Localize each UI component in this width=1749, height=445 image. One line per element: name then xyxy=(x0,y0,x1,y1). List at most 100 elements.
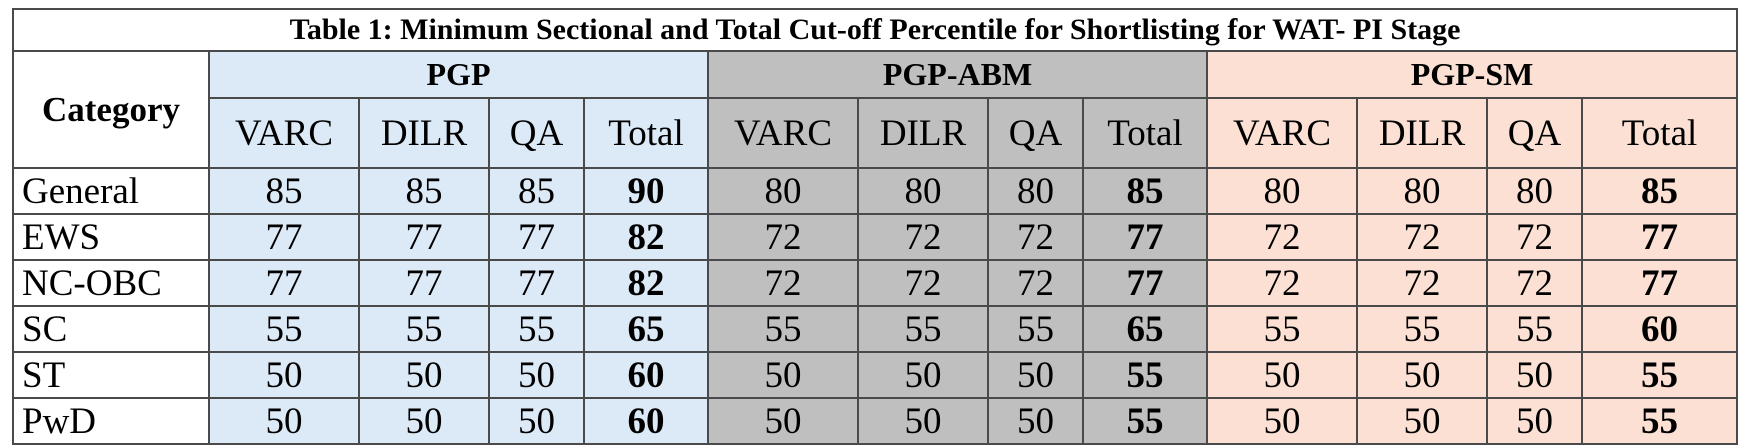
value-cell: 77 xyxy=(488,259,585,307)
value-cell: 50 xyxy=(1356,397,1488,445)
total-cell: 77 xyxy=(1082,259,1208,307)
category-cell: NC-OBC xyxy=(12,259,210,307)
value-cell: 77 xyxy=(208,259,360,307)
value-cell: 72 xyxy=(1356,259,1488,307)
value-cell: 55 xyxy=(857,305,989,353)
category-cell: PwD xyxy=(12,397,210,445)
program-header-pgp-abm: PGP-ABM xyxy=(707,50,1208,99)
subheader-pgp-sm-total: Total xyxy=(1580,97,1739,169)
total-cell: 60 xyxy=(583,397,709,445)
total-cell: 85 xyxy=(1082,167,1208,215)
value-cell: 50 xyxy=(857,351,989,399)
subheader-pgp-dilr: DILR xyxy=(358,97,490,169)
value-cell: 50 xyxy=(1486,351,1583,399)
category-cell: General xyxy=(12,167,210,215)
category-cell: ST xyxy=(12,351,210,399)
value-cell: 72 xyxy=(1206,213,1358,261)
total-cell: 65 xyxy=(1082,305,1208,353)
value-cell: 50 xyxy=(208,397,360,445)
value-cell: 50 xyxy=(987,351,1084,399)
value-cell: 55 xyxy=(488,305,585,353)
subheader-pgp-abm-dilr: DILR xyxy=(857,97,989,169)
total-cell: 77 xyxy=(1580,259,1739,307)
table-row: EWS 77 77 77 82 72 72 72 77 72 72 72 77 xyxy=(12,213,1739,261)
value-cell: 72 xyxy=(1486,213,1583,261)
value-cell: 50 xyxy=(358,351,490,399)
value-cell: 55 xyxy=(208,305,360,353)
value-cell: 72 xyxy=(857,259,989,307)
subheader-pgp-varc: VARC xyxy=(208,97,360,169)
value-cell: 80 xyxy=(707,167,859,215)
total-cell: 55 xyxy=(1580,397,1739,445)
value-cell: 50 xyxy=(1356,351,1488,399)
value-cell: 72 xyxy=(1356,213,1488,261)
value-cell: 72 xyxy=(1206,259,1358,307)
table-row: ST 50 50 50 60 50 50 50 55 50 50 50 55 xyxy=(12,351,1739,399)
value-cell: 77 xyxy=(208,213,360,261)
value-cell: 50 xyxy=(987,397,1084,445)
value-cell: 80 xyxy=(1206,167,1358,215)
value-cell: 55 xyxy=(358,305,490,353)
total-cell: 55 xyxy=(1580,351,1739,399)
value-cell: 55 xyxy=(1486,305,1583,353)
table-row: SC 55 55 55 65 55 55 55 65 55 55 55 60 xyxy=(12,305,1739,353)
value-cell: 72 xyxy=(707,259,859,307)
table-row: NC-OBC 77 77 77 82 72 72 72 77 72 72 72 77 xyxy=(12,259,1739,307)
table-title: Table 1: Minimum Sectional and Total Cut… xyxy=(11,8,1739,52)
value-cell: 72 xyxy=(1486,259,1583,307)
cutoff-table: Table 1: Minimum Sectional and Total Cut… xyxy=(11,8,1739,445)
value-cell: 80 xyxy=(1356,167,1488,215)
total-cell: 55 xyxy=(1082,397,1208,445)
value-cell: 50 xyxy=(1206,397,1358,445)
category-cell: SC xyxy=(12,305,210,353)
total-cell: 77 xyxy=(1580,213,1739,261)
value-cell: 50 xyxy=(857,397,989,445)
value-cell: 55 xyxy=(707,305,859,353)
program-header-pgp-sm: PGP-SM xyxy=(1205,50,1739,99)
value-cell: 50 xyxy=(488,351,585,399)
value-cell: 72 xyxy=(857,213,989,261)
value-cell: 77 xyxy=(358,213,490,261)
total-cell: 60 xyxy=(1580,305,1739,353)
subheader-row: VARC DILR QA Total VARC DILR QA Total VARC DILR QA… xyxy=(13,97,1739,169)
value-cell: 55 xyxy=(1356,305,1488,353)
subheader-pgp-abm-total: Total xyxy=(1082,97,1208,169)
value-cell: 50 xyxy=(1206,351,1358,399)
subheader-pgp-total: Total xyxy=(583,97,709,169)
value-cell: 80 xyxy=(987,167,1084,215)
table-body: General 85 85 85 90 80 80 80 85 80 80 80 85 EWS 77 77 77… xyxy=(12,167,1739,445)
subheader-pgp-sm-qa: QA xyxy=(1486,97,1583,169)
total-cell: 85 xyxy=(1580,167,1739,215)
program-header-pgp: PGP xyxy=(208,50,709,99)
program-header-row: Category PGP PGP-ABM PGP-SM xyxy=(12,50,1739,169)
total-cell: 90 xyxy=(583,167,709,215)
table-row: General 85 85 85 90 80 80 80 85 80 80 80 85 xyxy=(12,167,1739,215)
total-cell: 82 xyxy=(583,259,709,307)
category-header: Category xyxy=(12,50,210,169)
subheader-pgp-sm-varc: VARC xyxy=(1206,97,1358,169)
value-cell: 50 xyxy=(707,397,859,445)
value-cell: 77 xyxy=(358,259,490,307)
total-cell: 55 xyxy=(1082,351,1208,399)
value-cell: 50 xyxy=(1486,397,1583,445)
subheader-pgp-abm-varc: VARC xyxy=(707,97,859,169)
value-cell: 50 xyxy=(358,397,490,445)
value-cell: 50 xyxy=(707,351,859,399)
value-cell: 80 xyxy=(857,167,989,215)
total-cell: 65 xyxy=(583,305,709,353)
category-cell: EWS xyxy=(12,213,210,261)
subheader-pgp-abm-qa: QA xyxy=(987,97,1084,169)
value-cell: 77 xyxy=(488,213,585,261)
value-cell: 72 xyxy=(987,259,1084,307)
subheader-pgp-sm-dilr: DILR xyxy=(1356,97,1488,169)
total-cell: 60 xyxy=(583,351,709,399)
value-cell: 72 xyxy=(707,213,859,261)
subheader-pgp-qa: QA xyxy=(488,97,585,169)
value-cell: 85 xyxy=(208,167,360,215)
value-cell: 55 xyxy=(1206,305,1358,353)
total-cell: 77 xyxy=(1082,213,1208,261)
table-row: PwD 50 50 50 60 50 50 50 55 50 50 50 55 xyxy=(12,397,1739,445)
value-cell: 55 xyxy=(987,305,1084,353)
value-cell: 85 xyxy=(488,167,585,215)
value-cell: 85 xyxy=(358,167,490,215)
